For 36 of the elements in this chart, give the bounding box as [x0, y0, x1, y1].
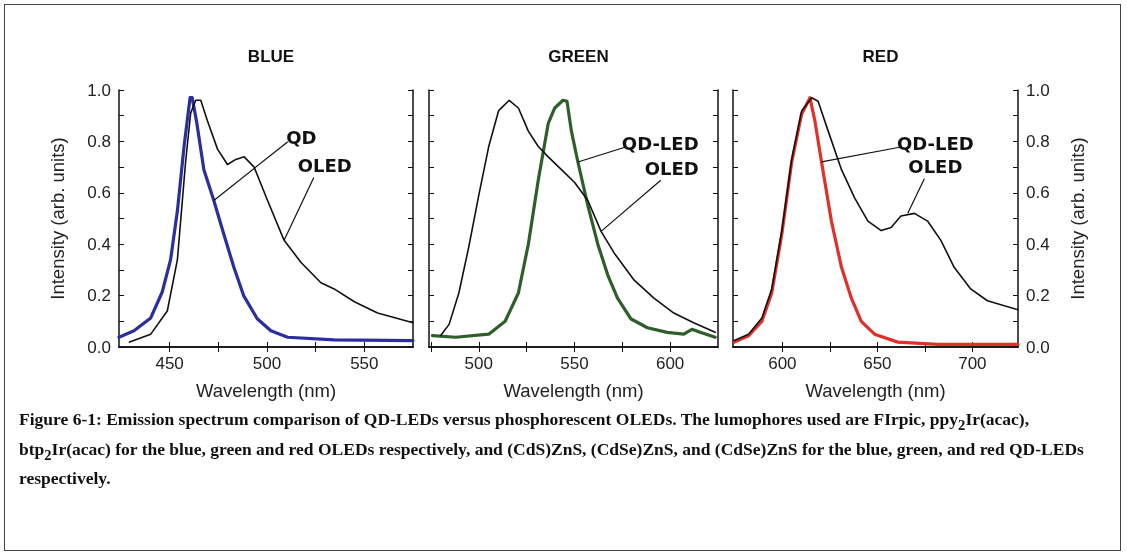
annotation: OLED — [908, 156, 963, 178]
x-tick-label: 650 — [863, 354, 892, 373]
x-tick-label: 700 — [958, 354, 987, 373]
annotation: OLED — [297, 155, 352, 177]
y-tick-label: 0.0 — [1026, 337, 1050, 357]
y-tick-label: 0.8 — [87, 131, 111, 151]
x-axis-title: Wavelength (nm) — [805, 380, 946, 401]
x-axis-title: Wavelength (nm) — [195, 380, 337, 401]
chart-title: RED — [862, 47, 899, 66]
y-tick-label: 0.2 — [1026, 286, 1050, 306]
y-tick-label: 0.0 — [87, 337, 111, 357]
x-tick-label: 500 — [252, 354, 282, 373]
y-tick-label: 0.4 — [1026, 234, 1050, 254]
text: Figure 6-1: Emission spectrum comparison of QD-LEDs versus phosphorescent OLEDs. The lumophores used are FIrpic, ppy$_{2}$Ir(acac), btp$_{2}$Ir(acac) for the blue, green and red OLEDs respectively, and (CdS)ZnS, (CdSe)ZnS, and (CdSe)ZnS for the blue, green, and red QD-LEDs respectively. — [19, 409, 1084, 488]
x-tick-label: 500 — [464, 354, 493, 373]
y-tick-label: 1.0 — [1026, 80, 1050, 100]
y-tick-label: 1.0 — [87, 80, 111, 100]
y-tick-label: 0.6 — [1026, 183, 1050, 203]
y-tick-label: 0.8 — [1026, 131, 1050, 151]
x-tick-label: 450 — [155, 354, 184, 373]
chart-title: GREEN — [548, 47, 609, 66]
y-axis-title: Intensity (arb. units) — [47, 137, 68, 300]
x-tick-label: 550 — [350, 354, 379, 373]
annotation: QD-LED — [896, 132, 974, 154]
x-tick-label: 600 — [768, 354, 797, 373]
x-tick-label: 550 — [560, 354, 589, 373]
annotation: OLED — [644, 157, 699, 179]
annotation: QD-LED — [621, 132, 699, 154]
annotation: QD — [286, 127, 317, 149]
y-axis-title: Intensity (arb. units) — [1067, 137, 1088, 300]
y-tick-label: 0.2 — [87, 286, 111, 306]
chart-title: BLUE — [247, 47, 295, 66]
x-tick-label: 600 — [655, 354, 685, 373]
y-tick-label: 0.6 — [87, 183, 111, 203]
x-axis-title: Wavelength (nm) — [503, 380, 644, 401]
y-tick-label: 0.4 — [87, 234, 111, 254]
